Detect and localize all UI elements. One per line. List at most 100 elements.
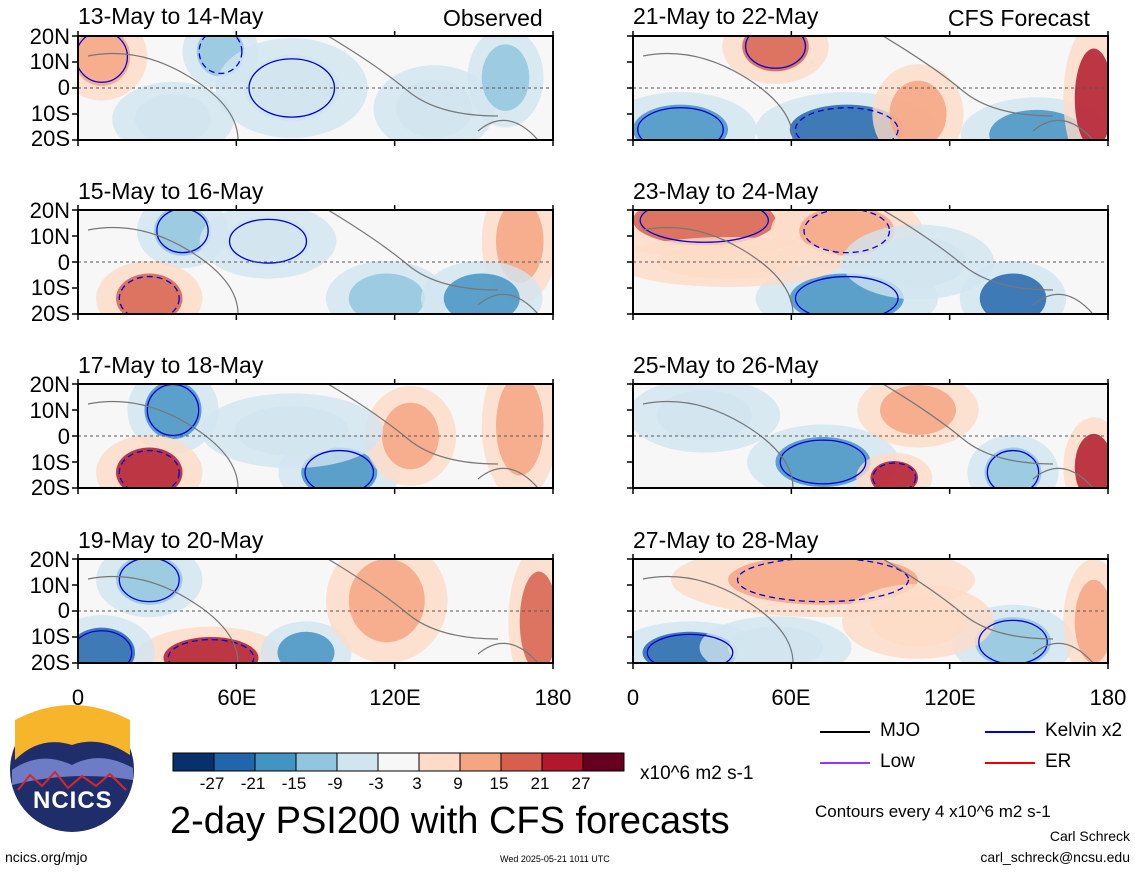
colorbar-swatch (377, 752, 420, 772)
colorbar-swatch (254, 752, 297, 772)
anomaly-shading (496, 210, 544, 283)
anomaly-shading (163, 637, 259, 663)
email: carl_schreck@ncsu.edu (980, 849, 1130, 865)
anomaly-shading (244, 54, 340, 122)
anomaly-shading (348, 559, 425, 643)
kelvin-contour (637, 107, 724, 140)
anomaly-shading (496, 384, 544, 476)
xtick-60e-left: 60E (217, 685, 257, 710)
author: Carl Schreck (1049, 828, 1130, 844)
cb-label: 15 (489, 774, 509, 793)
coastline (477, 467, 539, 488)
coastline (327, 384, 499, 465)
coastline (327, 559, 499, 640)
map-panel (627, 205, 1109, 320)
anomaly-shading (78, 627, 135, 663)
xtick-60e-right: 60E (771, 685, 811, 710)
anomaly-shading (742, 36, 809, 72)
legend-label-er: ER (1045, 751, 1072, 772)
xtick-120e-right: 120E (924, 685, 976, 710)
kelvin-contour (803, 210, 891, 254)
anomaly-shading (78, 36, 131, 86)
anomaly-shading (277, 631, 335, 663)
kelvin-contour (646, 633, 734, 663)
kelvin-contour (779, 439, 867, 485)
ytick-10n: 10N (29, 49, 70, 74)
kelvin-contour (872, 462, 917, 488)
coastline (642, 575, 794, 663)
kelvin-contour (167, 638, 255, 663)
ytick-20n: 20N (29, 24, 70, 49)
map-panel (72, 379, 554, 494)
kelvin-contour (228, 218, 308, 264)
ytick-20n: 20N (29, 372, 70, 397)
anomaly-shading (225, 216, 311, 267)
ytick-20n: 20N (29, 547, 70, 572)
anomaly-shading (975, 617, 1051, 663)
anomaly-shading (870, 460, 918, 488)
xtick-180-right: 180 (1089, 685, 1127, 710)
anomaly-shading (656, 390, 752, 441)
anomaly-shading (519, 571, 553, 663)
kelvin-contour (78, 630, 133, 663)
coastline (477, 293, 539, 314)
coastline (1032, 293, 1094, 314)
logo-sun (15, 705, 130, 760)
panel-title-obs-4: 19-May to 20-May (78, 527, 264, 553)
kelvin-contour (978, 619, 1048, 663)
timestamp: Wed 2025-05-21 1011 UTC (500, 854, 610, 864)
ytick-20n: 20N (29, 198, 70, 223)
ytick-10s: 10S (30, 624, 70, 649)
coastline (882, 210, 1054, 291)
anomaly-shading (656, 245, 800, 279)
kelvin-contour (744, 36, 807, 69)
cb-label: -9 (327, 774, 343, 793)
coastline (882, 384, 1054, 465)
anomaly-shading (880, 385, 956, 435)
panel-title-obs-3: 17-May to 18-May (78, 352, 264, 378)
page-title: 2-day PSI200 with CFS forecasts (170, 800, 730, 842)
xtick-180-left: 180 (534, 685, 572, 710)
anomaly-shading (234, 405, 349, 456)
cb-label: 3 (412, 774, 422, 793)
anomaly-shading (396, 79, 473, 138)
cb-label: -21 (240, 774, 266, 793)
coastline (642, 226, 794, 314)
anomaly-shading (728, 626, 823, 663)
map-panel (627, 554, 1109, 669)
legend-label-mjo: MJO (880, 720, 921, 741)
ytick-0: 0 (57, 598, 70, 623)
xtick-0-right: 0 (626, 685, 640, 710)
kelvin-contour (794, 275, 899, 314)
colorbar-swatch (418, 752, 461, 772)
anomaly-shading (989, 109, 1085, 140)
anomaly-shading (775, 437, 871, 487)
kelvin-contour (78, 36, 129, 83)
kelvin-contour (248, 58, 336, 118)
logo-mountains (12, 758, 133, 785)
anomaly-shading (348, 273, 425, 314)
colorbar-swatch (172, 752, 215, 772)
coastline (477, 119, 539, 140)
anomaly-shading (116, 559, 183, 605)
ytick-0: 0 (57, 75, 70, 100)
colorbar-swatch (500, 752, 543, 772)
colorbar-swatch (459, 752, 502, 772)
ytick-20s: 20S (30, 301, 70, 326)
ytick-10s: 10S (30, 450, 70, 475)
cb-label: -3 (368, 774, 384, 793)
coastline (1032, 467, 1094, 488)
legend-lines (820, 731, 1035, 764)
ytick-10s: 10S (30, 275, 70, 300)
kelvin-contour (118, 559, 180, 603)
colorbar (172, 752, 625, 772)
anomaly-shading (154, 210, 211, 256)
anomaly-shading (1074, 579, 1108, 663)
colorbar-swatch (541, 752, 584, 772)
kelvin-contour (118, 449, 180, 488)
kelvin-contour (794, 107, 899, 140)
site-link[interactable]: ncics.org/mjo (5, 849, 88, 865)
anomaly-shading (889, 80, 947, 140)
